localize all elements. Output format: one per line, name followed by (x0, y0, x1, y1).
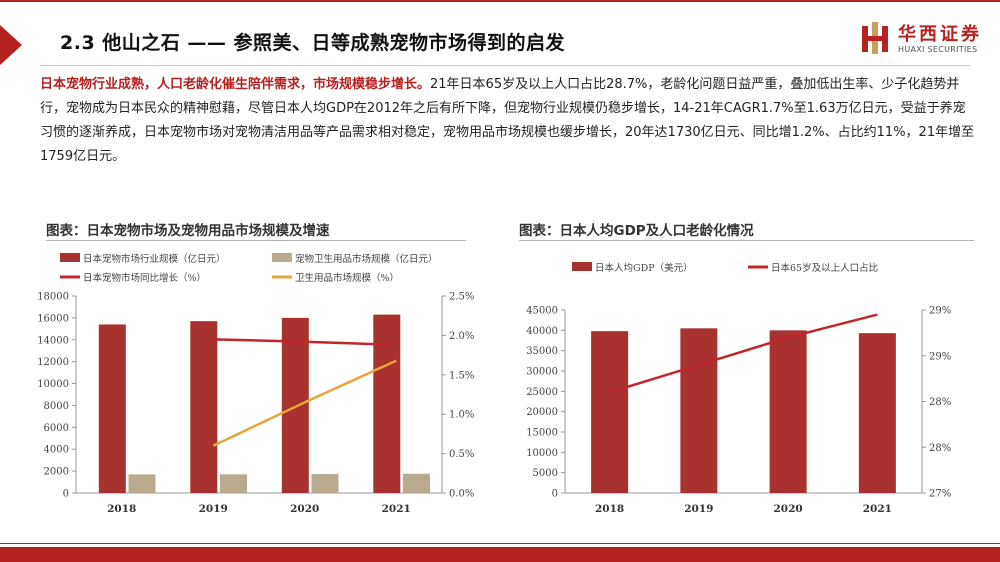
logo-text-cn: 华西证券 (898, 24, 982, 45)
chart2-legend-label: 日本人均GDP（美元） (595, 262, 693, 274)
header-divider (40, 65, 970, 66)
chart1-y-tick-label-left: 8000 (44, 401, 69, 412)
chart1-y-tick-label-right: 2.5% (449, 292, 474, 303)
chart2-legend-label: 日本65岁及以上人口占比 (771, 262, 878, 274)
chart1-y-tick-label-left: 16000 (37, 313, 69, 324)
chart1-legend-label: 日本宠物市场同比增长（%） (83, 272, 206, 284)
chart1-legend-label: 日本宠物市场行业规模（亿日元） (83, 253, 226, 265)
chart1-bar-main (190, 321, 218, 493)
chart2-y-tick-label-right: 29% (929, 306, 951, 317)
chart2-bar-main (591, 331, 629, 493)
footer-rule (0, 543, 1000, 544)
chart1-line-1 (213, 338, 397, 347)
chart2-x-tick-label: 2018 (595, 503, 624, 515)
chart2-bar-main (680, 328, 718, 493)
chart1-bar-main (281, 317, 309, 493)
chart2-y-tick-label-left: 30000 (526, 367, 558, 378)
title-corner-mark (0, 25, 22, 65)
chart1-x-tick-label: 2021 (382, 503, 411, 515)
footer-band (0, 547, 1000, 562)
chart1-bar-sub (128, 474, 156, 493)
logo-text-en: HUAXI SECURITIES (898, 45, 978, 54)
chart2-bar-main (858, 333, 896, 493)
chart1-title: 图表：日本宠物市场及宠物用品市场规模及增速 (46, 223, 330, 239)
chart1-y-tick-label-right: 2.0% (449, 331, 474, 342)
chart2-y-tick-label-left: 35000 (526, 346, 558, 357)
chart2-bar-main (769, 330, 807, 493)
chart1-y-tick-label-left: 10000 (37, 379, 69, 390)
chart1-y-tick-label-left: 6000 (44, 423, 69, 434)
chart2-x-tick-label: 2020 (774, 503, 803, 515)
chart2-title-rule (519, 240, 974, 241)
chart1-y-tick-label-right: 0.0% (449, 489, 474, 500)
chart1-x-tick-label: 2019 (199, 503, 228, 515)
page-title: 2.3 他山之石 —— 参照美、日等成熟宠物市场得到的启发 (60, 32, 566, 54)
company-logo: 华西证券 HUAXI SECURITIES (862, 20, 987, 60)
chart1-y-tick-label-left: 18000 (37, 292, 69, 303)
chart2-y-tick-label-left: 45000 (526, 306, 558, 317)
chart2-y-tick-label-right: 28% (929, 397, 951, 408)
chart1-legend-swatch-bar (272, 253, 292, 262)
chart2-legend-swatch-bar (572, 262, 592, 271)
chart1-x-tick-label: 2018 (107, 503, 136, 515)
huaxi-logo-icon (862, 22, 888, 54)
intro-body: 21年日本65岁及以上人口占比28.7%，老龄化问题日益严重，叠加低出生率、少子… (40, 77, 975, 164)
chart2-y-tick-label-left: 0 (552, 489, 558, 500)
chart1-y-tick-label-right: 0.5% (449, 449, 474, 460)
chart1-y-tick-label-left: 14000 (37, 335, 69, 346)
chart2-y-tick-label-left: 20000 (526, 407, 558, 418)
chart1-bar-sub (403, 473, 430, 493)
chart1-line-2 (212, 359, 397, 447)
intro-paragraph: 日本宠物行业成熟，人口老龄化催生陪伴需求，市场规模稳步增长。21年日本65岁及以… (40, 73, 975, 169)
intro-highlight: 日本宠物行业成熟，人口老龄化催生陪伴需求，市场规模稳步增长。 (40, 77, 431, 92)
chart2-y-tick-label-left: 40000 (526, 326, 558, 337)
chart1-title-rule (46, 240, 466, 241)
chart2-x-tick-label: 2019 (684, 503, 713, 515)
chart1-bar-sub (311, 474, 339, 493)
chart2-y-tick-label-left: 5000 (533, 468, 558, 479)
chart2-y-tick-label-right: 27% (929, 489, 951, 500)
chart2-y-tick-label-left: 10000 (526, 448, 558, 459)
chart2-title: 图表：日本人均GDP及人口老龄化情况 (519, 223, 754, 239)
chart1-y-tick-label-left: 12000 (37, 357, 69, 368)
chart2-y-tick-label-right: 29% (929, 351, 951, 362)
chart1-legend-label: 宠物卫生用品市场规模（亿日元） (295, 253, 438, 265)
chart1-y-tick-label-right: 1.5% (449, 370, 474, 381)
chart1-y-tick-label-left: 4000 (44, 445, 69, 456)
chart2-x-tick-label: 2021 (863, 503, 892, 515)
chart1-bar-sub (220, 474, 247, 493)
chart2-y-tick-label-left: 25000 (526, 387, 558, 398)
chart1-bar-main (98, 324, 126, 493)
chart1-legend-label: 卫生用品市场规模（%） (295, 272, 399, 284)
chart1-y-tick-label-left: 2000 (44, 467, 69, 478)
chart1-x-tick-label: 2020 (290, 503, 319, 515)
chart2-line-1 (609, 313, 878, 394)
top-accent-line (0, 0, 1000, 2)
chart2-y-tick-label-left: 15000 (526, 428, 558, 439)
chart1-y-tick-label-right: 1.0% (449, 410, 474, 421)
chart2-y-tick-label-right: 28% (929, 443, 951, 454)
chart1-legend-swatch-bar (60, 253, 80, 262)
chart1-y-tick-label-left: 0 (63, 489, 69, 500)
